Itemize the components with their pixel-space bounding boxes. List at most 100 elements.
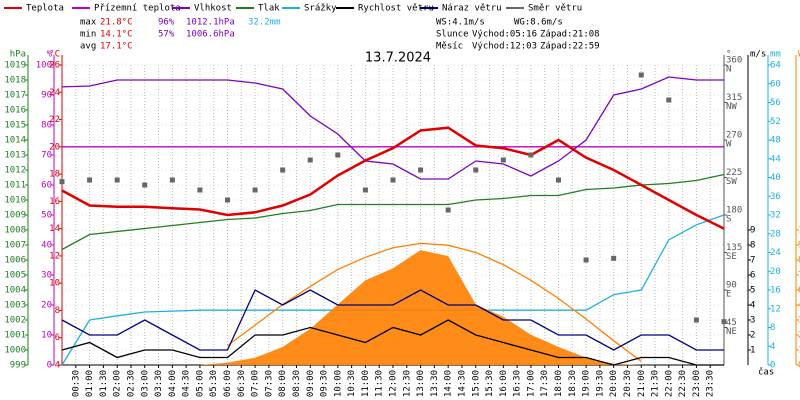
series-line	[61, 126, 725, 230]
x-tick-label: 02:00	[113, 370, 123, 397]
series-point	[418, 167, 424, 173]
x-tick-label: 00:30	[71, 370, 81, 397]
x-tick-label: 21:30	[651, 370, 661, 397]
x-tick-label: 14:30	[457, 370, 467, 397]
y-tick-label: 52	[770, 117, 781, 127]
sun-rise: Východ:05:16	[472, 30, 537, 40]
series-point	[87, 177, 93, 183]
y-tick-label: 248	[798, 331, 800, 341]
x-tick-label: 14:00	[444, 370, 454, 397]
series-line	[227, 242, 642, 362]
y-tick-label: 7	[750, 256, 755, 266]
series-point	[307, 157, 313, 163]
y-tick-label: 1011	[4, 181, 26, 191]
y-tick-label: 4	[770, 342, 775, 352]
stat-value: 21.8°C	[100, 18, 133, 28]
stat-label: min	[80, 30, 96, 40]
y-tick-label: 372	[798, 316, 800, 326]
y-tick-label: 24	[49, 88, 60, 98]
y-tick-label: 1002	[4, 316, 26, 326]
series-point	[500, 157, 506, 163]
y-tick-label: 24	[770, 248, 781, 258]
y-tick-label: S	[726, 215, 731, 225]
x-tick-label: 22:00	[664, 370, 674, 397]
y-tick-label: 1003	[4, 301, 26, 311]
y-tick-label: 3	[750, 316, 755, 326]
y-tick-label: 1005	[4, 271, 26, 281]
y-tick-label: 744	[798, 271, 800, 281]
series-point	[252, 187, 258, 193]
series-point	[362, 187, 368, 193]
x-tick-label: 13:30	[430, 370, 440, 397]
y-tick-label: 1017	[4, 91, 26, 101]
legend-label: Tlak	[258, 4, 280, 14]
y-tick-label: 30	[41, 271, 52, 281]
y-tick-label: 1	[750, 346, 755, 356]
x-tick-label: 23:30	[706, 370, 716, 397]
legend-label: Směr větru	[528, 4, 582, 14]
chart-title: 13.7.2024	[365, 51, 431, 66]
y-tick-label: 8	[750, 241, 755, 251]
series-line	[61, 173, 725, 251]
y-tick-label: 0	[798, 361, 800, 371]
series-point	[59, 179, 65, 185]
series-point	[445, 207, 451, 213]
y-tick-label: 40	[41, 241, 52, 251]
y-tick-label: 20	[49, 142, 60, 152]
y-tick-label: 8	[55, 306, 60, 316]
y-tick-label: 36	[770, 192, 781, 202]
y-tick-label: 1006	[4, 256, 26, 266]
legend-label: Teplota	[26, 4, 64, 14]
y-tick-label: 1019	[4, 61, 26, 71]
series-point	[666, 97, 672, 103]
y-tick-label: 124	[798, 346, 800, 356]
y-tick-label: 0	[47, 361, 52, 371]
y-tick-label: 1010	[4, 196, 26, 206]
series-point	[390, 177, 396, 183]
x-tick-label: 08:30	[292, 370, 302, 397]
axis-unit: %	[47, 50, 53, 60]
y-tick-label: 1016	[4, 106, 26, 116]
y-tick-label: 20	[770, 267, 781, 277]
y-tick-label: 28	[770, 229, 781, 239]
x-tick-label: 09:30	[320, 370, 330, 397]
y-tick-label: 315	[726, 93, 742, 103]
series-point	[142, 182, 148, 188]
x-tick-label: 10:00	[333, 370, 343, 397]
y-tick-label: NW	[726, 102, 737, 112]
axis-unit: °C	[49, 50, 60, 60]
series-point	[280, 167, 286, 173]
y-tick-label: 32	[770, 211, 781, 221]
y-tick-label: 90	[41, 91, 52, 101]
y-tick-label: 70	[41, 151, 52, 161]
x-tick-label: 10:30	[347, 370, 357, 397]
x-tick-label: 08:00	[278, 370, 288, 397]
x-tick-label: 17:30	[540, 370, 550, 397]
y-tick-label: 14	[49, 224, 60, 234]
y-tick-label: 1008	[4, 226, 26, 236]
y-tick-label: 620	[798, 286, 800, 296]
sun-label: Slunce	[436, 30, 469, 40]
y-tick-label: 270	[726, 131, 742, 141]
axis-unit: mm	[770, 50, 781, 60]
y-tick-label: 135	[726, 243, 742, 253]
y-tick-label: 6	[55, 333, 60, 343]
stat-value: 14.1°C	[100, 30, 133, 40]
y-tick-label: 6	[750, 271, 755, 281]
axis-unit: W/m2	[798, 50, 800, 60]
moon-label: Měsíc	[436, 42, 463, 52]
x-tick-label: 02:30	[126, 370, 136, 397]
legend-label: Srážky	[304, 4, 337, 14]
x-tick-label: 11:30	[375, 370, 385, 397]
x-tick-label: 01:30	[99, 370, 109, 397]
y-tick-label: N	[726, 65, 731, 75]
axis-unit: °	[726, 50, 731, 60]
series-line	[61, 289, 724, 351]
y-tick-label: 20	[41, 301, 52, 311]
y-tick-label: 12	[770, 304, 781, 314]
y-tick-label: 1012	[4, 166, 26, 176]
x-tick-label: 18:00	[554, 370, 564, 397]
series-point	[528, 152, 534, 158]
y-tick-label: 45	[726, 318, 737, 328]
y-tick-label: 40	[770, 173, 781, 183]
